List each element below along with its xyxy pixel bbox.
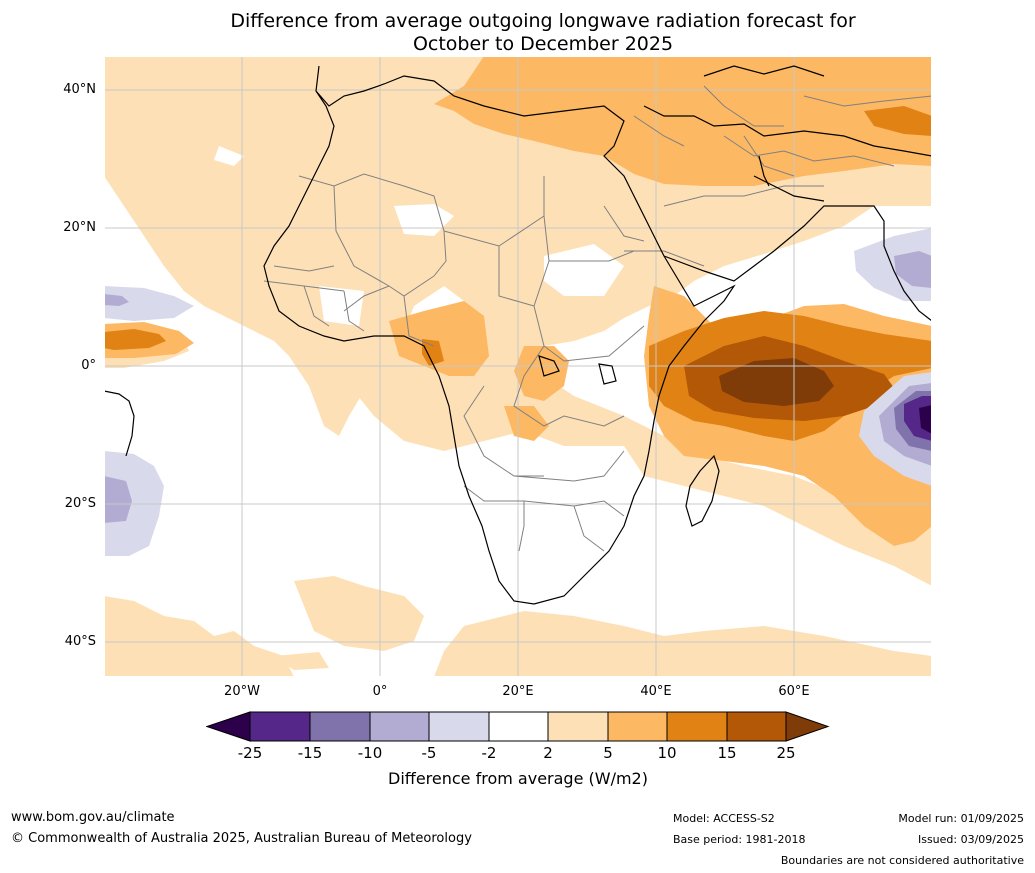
colorbar-bin xyxy=(370,712,429,741)
colorbar-bin xyxy=(548,712,608,741)
colorbar-tick-label: -2 xyxy=(481,744,497,762)
colorbar-bin xyxy=(489,712,548,741)
colorbar-tick-label: -25 xyxy=(237,744,263,762)
colorbar-bin xyxy=(727,712,786,741)
lon-label-60e: 60°E xyxy=(778,684,810,699)
anomaly-above-25-region xyxy=(719,358,834,406)
graticule xyxy=(104,56,932,677)
footer-model: Model: ACCESS-S2 xyxy=(673,812,775,825)
colorbar-tick-label: -10 xyxy=(357,744,383,762)
map-title: Difference from average outgoing longwav… xyxy=(143,10,943,56)
map-panel xyxy=(104,56,932,677)
colorbar-tick-label: 15 xyxy=(717,744,737,762)
colorbar-bin xyxy=(429,712,489,741)
lon-label-40e: 40°E xyxy=(640,684,672,699)
title-line-1: Difference from average outgoing longwav… xyxy=(230,10,856,32)
colorbar-tick-label: 25 xyxy=(776,744,796,762)
colorbar-bin xyxy=(608,712,667,741)
footer-model-run: Model run: 01/09/2025 xyxy=(898,812,1024,825)
footer-boundaries-note: Boundaries are not considered authoritat… xyxy=(780,854,1024,867)
negative-anomaly-regions xyxy=(104,228,932,556)
footer-copyright: © Commonwealth of Australia 2025, Austra… xyxy=(11,831,472,846)
title-line-2: October to December 2025 xyxy=(412,33,674,55)
colorbar-bin xyxy=(310,712,370,741)
colorbar-tick-label: -5 xyxy=(421,744,437,762)
colorbar-tick-label: -15 xyxy=(297,744,323,762)
colorbar-tick-label: 10 xyxy=(657,744,677,762)
olr-anomaly-map xyxy=(104,56,932,677)
colorbar-over-arrow xyxy=(785,711,830,742)
footer-base-period: Base period: 1981-2018 xyxy=(673,833,806,846)
lat-label-20n: 20°N xyxy=(63,220,96,235)
footer-url: www.bom.gov.au/climate xyxy=(11,810,175,825)
lon-label-20e: 20°E xyxy=(502,684,534,699)
colorbar-under-arrow xyxy=(205,711,251,742)
colorbar xyxy=(205,711,830,747)
colorbar-tick-label: 2 xyxy=(543,744,553,762)
colorbar-bin xyxy=(250,712,310,741)
colorbar-bin xyxy=(667,712,727,741)
lat-label-equator: 0° xyxy=(81,358,96,373)
lon-label-20w: 20°W xyxy=(224,684,260,699)
lat-label-20s: 20°S xyxy=(64,496,96,511)
coastlines xyxy=(104,65,932,605)
lon-label-0: 0° xyxy=(372,684,388,699)
colorbar-tick-label: 5 xyxy=(603,744,613,762)
colorbar-title: Difference from average (W/m2) xyxy=(388,769,648,788)
footer-issued: Issued: 03/09/2025 xyxy=(917,833,1024,846)
lat-label-40n: 40°N xyxy=(63,82,96,97)
country-borders xyxy=(263,85,932,552)
lat-label-40s: 40°S xyxy=(64,634,96,649)
